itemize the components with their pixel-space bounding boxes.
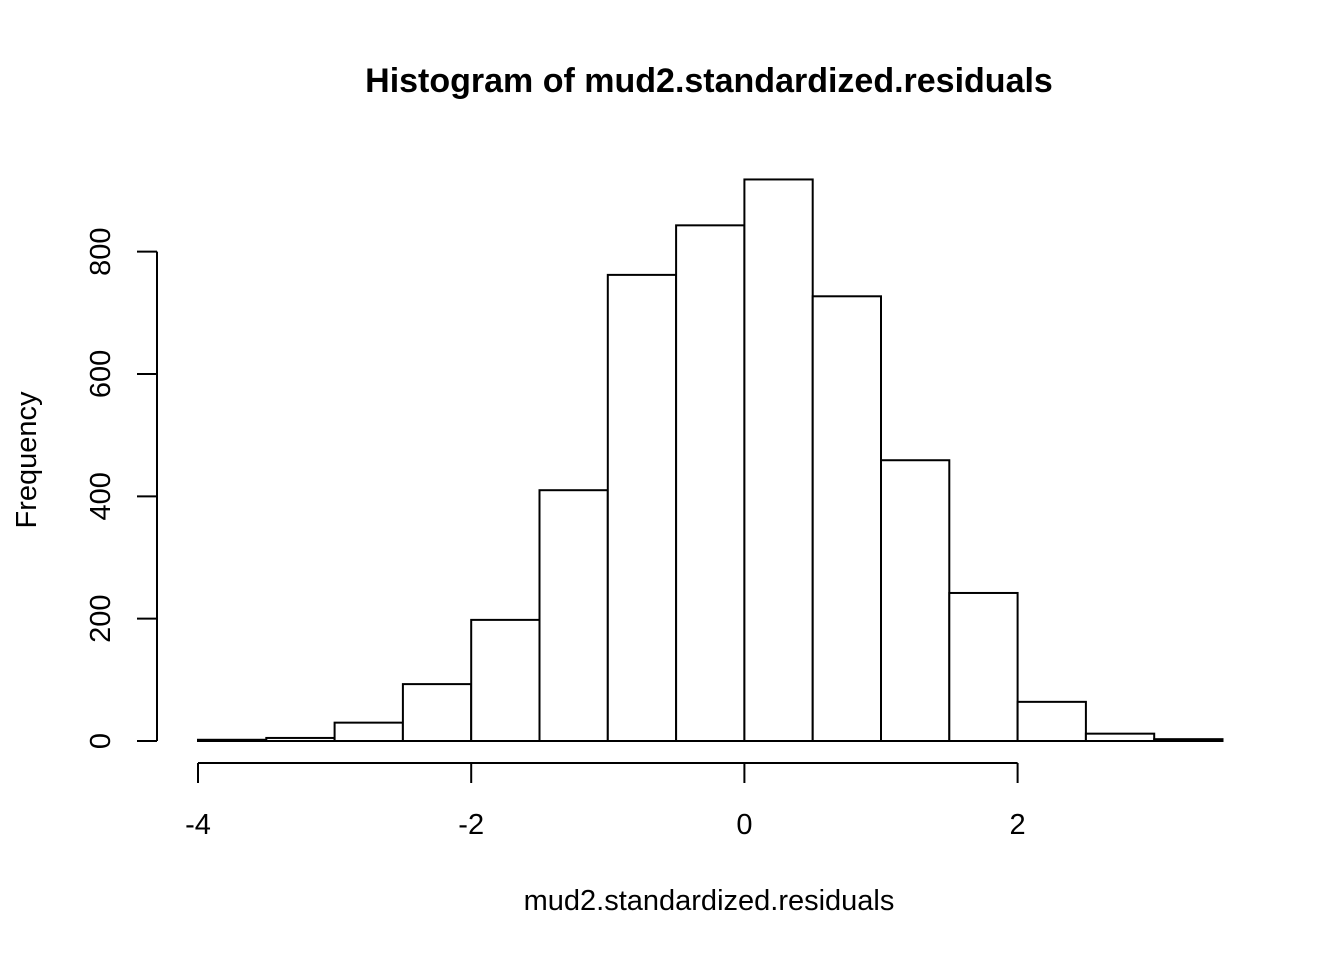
x-tick-label: -4 <box>185 809 211 841</box>
histogram-bar <box>811 295 883 742</box>
histogram-bar <box>1153 738 1224 743</box>
x-tick-label: -2 <box>458 809 484 841</box>
x-axis-label: mud2.standardized.residuals <box>524 885 895 917</box>
y-tick-label: 0 <box>85 733 117 749</box>
histogram-bar <box>333 721 404 742</box>
histogram-bar <box>1084 732 1156 743</box>
histogram-bar <box>1016 700 1087 742</box>
x-tick-label: 2 <box>1010 809 1026 841</box>
chart-title: Histogram of mud2.standardized.residuals <box>365 62 1053 100</box>
histogram-bar <box>743 178 814 742</box>
histogram-bar <box>401 683 473 742</box>
histogram-bar <box>606 273 678 742</box>
histogram-bar <box>470 618 541 743</box>
histogram-bar <box>265 736 336 743</box>
y-axis: 0 200 400 600 800 <box>85 227 158 749</box>
x-tick-label: 0 <box>736 809 752 841</box>
histogram-bar <box>675 224 746 742</box>
y-tick-label: 800 <box>85 227 117 275</box>
y-tick-label: 600 <box>85 350 117 398</box>
histogram-bar <box>197 738 268 743</box>
histogram-bar <box>880 459 951 742</box>
histogram-bar <box>948 591 1019 743</box>
histogram-bar <box>538 489 609 742</box>
bars-group <box>197 178 1224 743</box>
y-tick-label: 200 <box>85 594 117 642</box>
y-axis-label: Frequency <box>11 391 43 529</box>
x-axis: -4 -2 0 2 <box>185 762 1026 841</box>
y-tick-label: 400 <box>85 472 117 520</box>
